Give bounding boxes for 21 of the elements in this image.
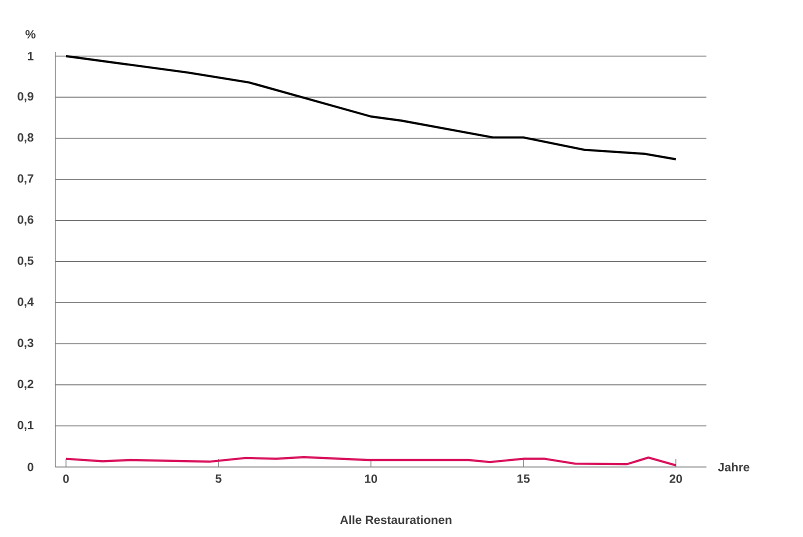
y-tick-label: 0,4 [18, 298, 34, 308]
line-series [64, 55, 677, 160]
x-tick-label: 0 [63, 474, 69, 483]
y-tick-label: 0,2 [18, 380, 34, 390]
y-tick-label: 0,9 [18, 92, 34, 102]
x-axis-title: Jahre [718, 462, 750, 472]
y-tick-label: 0,7 [18, 174, 34, 184]
x-tick-label: 10 [365, 474, 378, 483]
x-tick-label: 20 [670, 474, 682, 483]
y-tick-label: 0,3 [18, 338, 34, 349]
y-axis-title: % [25, 30, 36, 38]
y-tick-label: 0 [28, 462, 34, 472]
x-tick-label: 15 [517, 474, 530, 483]
y-tick-label: 1 [28, 52, 34, 60]
line-series [64, 456, 677, 466]
x-tick-label: 5 [216, 474, 222, 483]
y-tick-label: 0,8 [18, 133, 34, 144]
y-tick-label: 0,1 [18, 420, 34, 431]
text: Alle Restaurationen [340, 515, 452, 524]
y-tick-label: 0,6 [18, 215, 34, 226]
y-tick-label: 0,5 [18, 256, 34, 267]
